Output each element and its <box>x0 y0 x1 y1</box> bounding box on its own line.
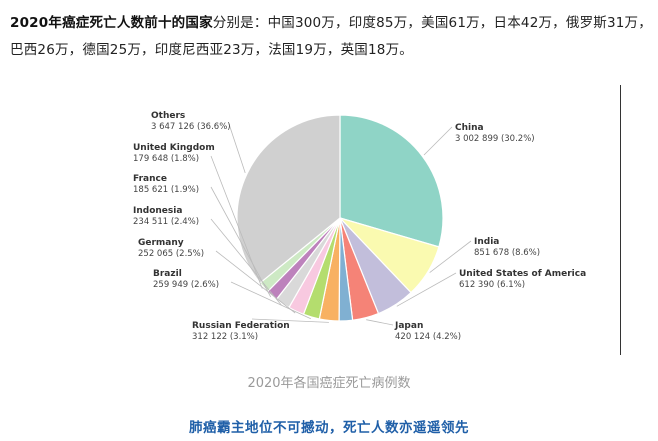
slice-label-value: 851 678 (8.6%) <box>474 248 540 258</box>
leader-lines <box>210 123 472 326</box>
intro-paragraph: 2020年癌症死亡人数前十的国家分别是：中国300万，印度85万，美国61万，日… <box>10 10 652 64</box>
slice-label-name: Russian Federation <box>192 321 290 331</box>
slice-label-name: United Kingdom <box>133 143 215 153</box>
leader-line <box>396 272 457 307</box>
intro-title: 2020年癌症死亡人数前十的国家 <box>10 15 213 31</box>
article-subtitle: 肺癌霸主地位不可撼动，死亡人数亦遥遥领先 <box>189 420 469 436</box>
slice-label-name: United States of America <box>459 269 586 279</box>
leader-line <box>230 281 311 320</box>
slice-label-value: 179 648 (1.8%) <box>133 154 199 164</box>
slice-label-value: 234 511 (2.4%) <box>133 217 199 227</box>
leader-line <box>228 123 246 174</box>
slice-label-value: 3 647 126 (36.6%) <box>151 122 231 132</box>
slice-label-value: 185 621 (1.9%) <box>133 185 199 195</box>
pie-chart-container: China 3 002 899 (30.2%) India 851 678 (8.6%… <box>0 78 658 368</box>
slice-label-name: China <box>455 123 484 133</box>
leader-line <box>366 319 394 326</box>
slice-label-value: 312 122 (3.1%) <box>192 332 258 342</box>
slice-label-name: India <box>474 237 499 247</box>
intro-text: 分别是：中国300万，印度85万，美国61万，日本42万，俄罗斯31万，巴西26… <box>10 15 652 58</box>
vertical-divider <box>620 85 621 355</box>
leader-line <box>251 318 329 323</box>
chart-caption: 2020年各国癌症死亡病例数 <box>247 376 411 391</box>
leader-line <box>215 250 296 314</box>
pie-slices <box>236 114 444 322</box>
slice-label-value: 259 949 (2.6%) <box>153 280 219 290</box>
leader-line <box>210 186 272 298</box>
pie-slice-others <box>236 114 341 284</box>
slice-label-name: Brazil <box>153 269 182 279</box>
slice-label-name: Indonesia <box>133 206 182 216</box>
slice-label-value: 252 065 (2.5%) <box>138 249 204 259</box>
slice-label-value: 612 390 (6.1%) <box>459 280 525 290</box>
pie-slice-china <box>339 114 444 248</box>
leader-line <box>210 218 282 306</box>
slice-label-name: France <box>133 174 167 184</box>
leader-line <box>429 240 472 273</box>
slice-label-value: 420 124 (4.2%) <box>395 332 461 342</box>
slice-label-name: Others <box>151 111 185 121</box>
slice-label-value: 3 002 899 (30.2%) <box>455 134 535 144</box>
leader-line <box>423 126 453 156</box>
leader-line <box>210 155 263 289</box>
slice-label-name: Germany <box>138 238 184 248</box>
slice-label-name: Japan <box>394 321 423 331</box>
